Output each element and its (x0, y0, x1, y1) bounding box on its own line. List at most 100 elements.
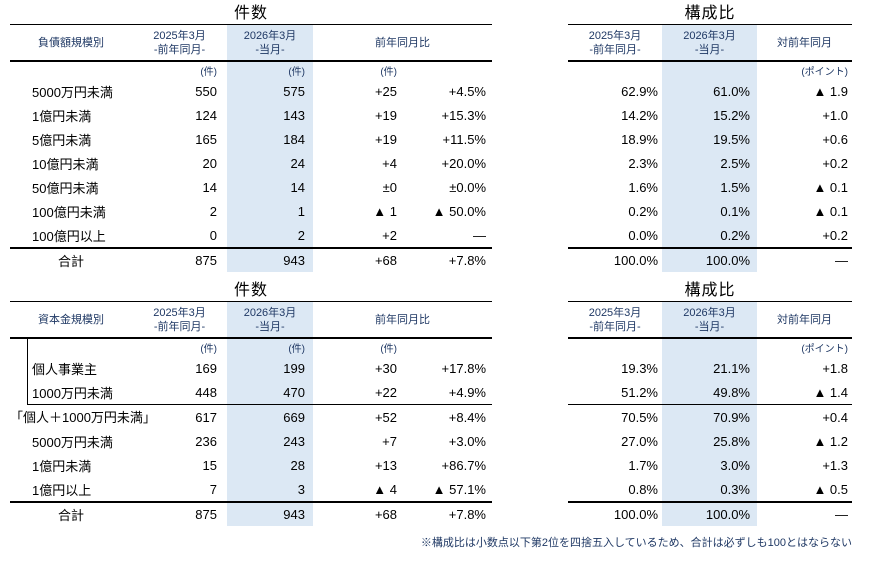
debt-count-table: 負債額規模別 2025年3月 -前年同月- 2026年3月 -当月- 前年同月比 (10, 25, 492, 272)
ratio-delta: +0.2 (822, 155, 848, 171)
prev-count: 169 (195, 360, 217, 376)
capital-scale-section: 件数 資本金規模別 2025年3月 -前年同月- 2026年3月 -当月- (0, 281, 884, 526)
label-column-header: 資本金規模別 (10, 302, 132, 339)
ratio-prev: 27.0% (621, 433, 658, 449)
yoy-pct: +7.8% (401, 247, 492, 272)
ratio-curr: 1.5% (662, 175, 757, 199)
units-row: (ポイント) (568, 61, 852, 79)
ratio-table-title: 構成比 (568, 281, 852, 302)
unit-cases: (件) (200, 344, 217, 355)
table-row: 0.0% 0.2% +0.2 (568, 223, 852, 248)
ratio-curr: 25.8% (662, 429, 757, 453)
yoy-diff: +25 (374, 83, 397, 99)
prev-month-sub: -前年同月- (589, 43, 641, 56)
curr-month-main: 2026年3月 (243, 29, 297, 42)
prev-month-main: 2025年3月 (153, 306, 206, 319)
yoy-diff: +68 (313, 501, 401, 526)
curr-count: 184 (227, 127, 313, 151)
table-row: 1000万円未満 448 470 +22 +4.9% (10, 380, 492, 405)
table-row: 0.2% 0.1% ▲ 0.1 (568, 199, 852, 223)
yoy-diff: +13 (374, 457, 397, 473)
ratio-curr: 0.1% (662, 199, 757, 223)
curr-month-main: 2026年3月 (243, 306, 297, 319)
prev-month-header: 2025年3月 -前年同月- (568, 25, 662, 62)
yoy-diff: +22 (313, 380, 401, 405)
table-row: 18.9% 19.5% +0.6 (568, 127, 852, 151)
table-row: 0.8% 0.3% ▲ 0.5 (568, 477, 852, 502)
ratio-table-title: 構成比 (568, 4, 852, 25)
ratio-delta: ▲ 1.2 (813, 433, 848, 449)
curr-month-header: 2026年3月 -当月- (227, 302, 313, 339)
table-row: 個人事業主 169 199 +30 +17.8% (10, 356, 492, 380)
prev-month-header: 2025年3月 -前年同月- (568, 302, 662, 339)
yoy-diff: ±0 (382, 179, 397, 195)
row-label: 1億円以上 (32, 482, 92, 498)
curr-count: 669 (227, 404, 313, 429)
yoy-diff: +4 (382, 155, 397, 171)
curr-count: 28 (227, 453, 313, 477)
ratio-prev: 2.3% (628, 155, 658, 171)
yoy-diff: +19 (374, 107, 397, 123)
row-label: 50億円未満 (32, 180, 99, 196)
table-row: 1億円未満 124 143 +19 +15.3% (10, 103, 492, 127)
ratio-curr: 0.3% (662, 477, 757, 502)
ratio-prev: 19.3% (621, 360, 658, 376)
table-row: 1億円未満 15 28 +13 +86.7% (10, 453, 492, 477)
ratio-curr: 15.2% (662, 103, 757, 127)
delta-header: 対前年同月 (757, 25, 852, 62)
units-row: (ポイント) (568, 338, 852, 356)
yoy-diff: ▲ 4 (373, 481, 397, 497)
ratio-curr: 2.5% (662, 151, 757, 175)
unit-points: (ポイント) (801, 67, 848, 78)
prev-count: 165 (195, 131, 217, 147)
label-column-header: 負債額規模別 (10, 25, 132, 62)
curr-count: 2 (227, 223, 313, 248)
total-row: 100.0% 100.0% — (568, 247, 852, 272)
prev-count: 124 (195, 107, 217, 123)
prev-count: 15 (202, 457, 217, 473)
table-row: 50億円未満 14 14 ±0 ±0.0% (10, 175, 492, 199)
ratio-delta: — (757, 247, 852, 272)
yoy-pct: +7.8% (401, 501, 492, 526)
yoy-pct: +3.0% (448, 433, 486, 449)
curr-count: 14 (227, 175, 313, 199)
ratio-curr: 21.1% (662, 356, 757, 380)
row-label: 5000万円未満 (32, 434, 113, 450)
unit-cases: (件) (380, 67, 397, 78)
yoy-diff: +7 (382, 433, 397, 449)
curr-count: 470 (227, 380, 313, 405)
yoy-pct: +86.7% (441, 457, 486, 473)
ratio-delta: ▲ 0.5 (813, 481, 848, 497)
header-row: 2025年3月 -前年同月- 2026年3月 -当月- 対前年同月 (568, 302, 852, 339)
prev-count: 0 (209, 227, 217, 243)
table-row: 100億円未満 2 1 ▲ 1 ▲ 50.0% (10, 199, 492, 223)
unit-cases: (件) (227, 338, 313, 356)
curr-month-sub: -当月- (694, 43, 725, 56)
prev-count: 14 (202, 179, 217, 195)
prev-month-main: 2025年3月 (153, 29, 206, 42)
ratio-curr: 49.8% (662, 380, 757, 405)
count-table-title: 件数 (10, 4, 492, 25)
curr-month-sub: -当月- (694, 320, 725, 333)
prev-count: 236 (195, 433, 217, 449)
prev-count: 875 (132, 501, 227, 526)
capital-ratio-table: 2025年3月 -前年同月- 2026年3月 -当月- 対前年同月 (ポイント) (568, 302, 852, 526)
row-label: 10億円未満 (32, 156, 99, 172)
table-row: 27.0% 25.8% ▲ 1.2 (568, 429, 852, 453)
yoy-pct: +15.3% (441, 107, 486, 123)
ratio-delta: +1.8 (822, 360, 848, 376)
curr-count: 943 (227, 247, 313, 272)
yoy-header: 前年同月比 (313, 302, 492, 339)
yoy-pct: +17.8% (441, 360, 486, 376)
table-row: 「個人＋1000万円未満」 617 669 +52 +8.4% (10, 404, 492, 429)
ratio-delta: ▲ 0.1 (813, 179, 848, 195)
curr-month-sub: -当月- (255, 320, 285, 333)
ratio-curr: 3.0% (662, 453, 757, 477)
debt-ratio-table: 2025年3月 -前年同月- 2026年3月 -当月- 対前年同月 (ポイント) (568, 25, 852, 272)
ratio-prev: 100.0% (568, 501, 662, 526)
prev-count: 875 (132, 247, 227, 272)
prev-count: 7 (209, 481, 217, 497)
ratio-prev: 1.7% (628, 457, 658, 473)
header-row: 資本金規模別 2025年3月 -前年同月- 2026年3月 -当月- 前年同月比 (10, 302, 492, 339)
ratio-prev: 0.8% (628, 481, 658, 497)
